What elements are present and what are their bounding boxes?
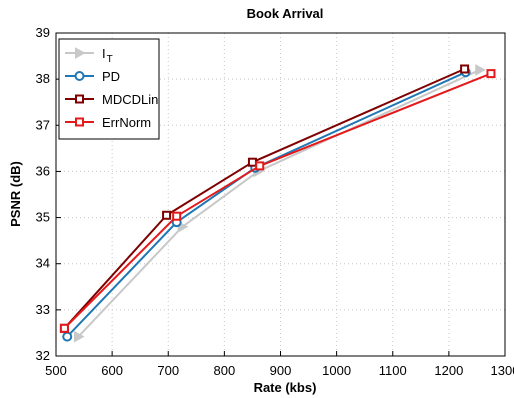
x-tick-label-6: 1100	[379, 363, 407, 378]
plot-frame	[55, 32, 506, 357]
y-tick-label-1: 33	[36, 302, 50, 317]
x-tick-label-2: 700	[157, 363, 179, 378]
series-point-mdcdlin-1	[162, 210, 172, 220]
axis-label-layer: 500 600 700 800 900 1000 1100 1200 1300 32 33 34 35 3…	[36, 25, 514, 378]
legend-label-mdcdlin: MDCDLin	[102, 92, 158, 107]
legend-marker-errnorm	[75, 117, 84, 127]
legend-items: IT PD MDCDLin ErrNorm	[65, 46, 158, 130]
series-point-mdcdlin-3	[460, 64, 470, 74]
series-point-pd-0	[62, 331, 73, 342]
legend-item-mdcdlin: MDCDLin	[65, 92, 158, 107]
x-tick-label-0: 500	[45, 363, 67, 378]
series-point-errnorm-2	[255, 161, 265, 171]
y-tick-label-3: 35	[36, 210, 50, 225]
series-point-errnorm-1	[172, 211, 182, 221]
x-axis-title: Rate (kbs)	[254, 380, 317, 395]
series-line-i	[77, 68, 481, 338]
legend-label-main-i: I	[102, 46, 106, 61]
x-tick-label-8: 1300	[491, 363, 514, 378]
legend-marker-i	[75, 47, 86, 59]
x-tick-label-5: 1000	[322, 363, 351, 378]
series-point-mdcdlin-2	[247, 157, 257, 167]
y-tick-label-2: 34	[36, 256, 50, 271]
legend-marker-mdcdlin	[75, 94, 84, 104]
y-tick-label-0: 32	[36, 348, 50, 363]
series-point-errnorm-3	[486, 69, 496, 79]
series-line-errnorm	[63, 72, 492, 330]
legend-label-pd: PD	[102, 69, 120, 84]
legend-label-errnorm: ErrNorm	[102, 115, 151, 130]
y-axis-title: PSNR (dB)	[8, 161, 23, 227]
legend-item-errnorm: ErrNorm	[65, 115, 151, 130]
legend-label-i: IT	[102, 46, 113, 65]
x-tick-label-1: 600	[101, 363, 123, 378]
legend: IT PD MDCDLin ErrNorm	[58, 38, 160, 140]
series-line-pd	[66, 71, 467, 338]
legend-label-sub-i: T	[107, 54, 113, 65]
legend-item-pd: PD	[65, 69, 120, 84]
x-tick-label-3: 800	[214, 363, 236, 378]
legend-marker-pd	[74, 71, 85, 81]
series-line-mdcdlin	[63, 67, 466, 330]
legend-item-i: IT	[65, 46, 113, 65]
series-errnorm	[59, 69, 496, 333]
y-tick-label-5: 37	[36, 117, 50, 132]
series-layer	[59, 64, 496, 343]
series-point-errnorm-0	[59, 323, 69, 333]
series-point-i-0	[73, 330, 85, 343]
plot-frame-layer	[55, 32, 506, 357]
x-tick-label-4: 900	[270, 363, 292, 378]
y-tick-label-6: 38	[36, 71, 50, 86]
y-tick-label-4: 36	[36, 163, 50, 178]
series-point-i-3	[475, 64, 486, 76]
chart-title: Book Arrival	[247, 6, 324, 21]
x-tick-label-7: 1200	[434, 363, 463, 378]
y-tick-label-7: 39	[36, 25, 50, 40]
